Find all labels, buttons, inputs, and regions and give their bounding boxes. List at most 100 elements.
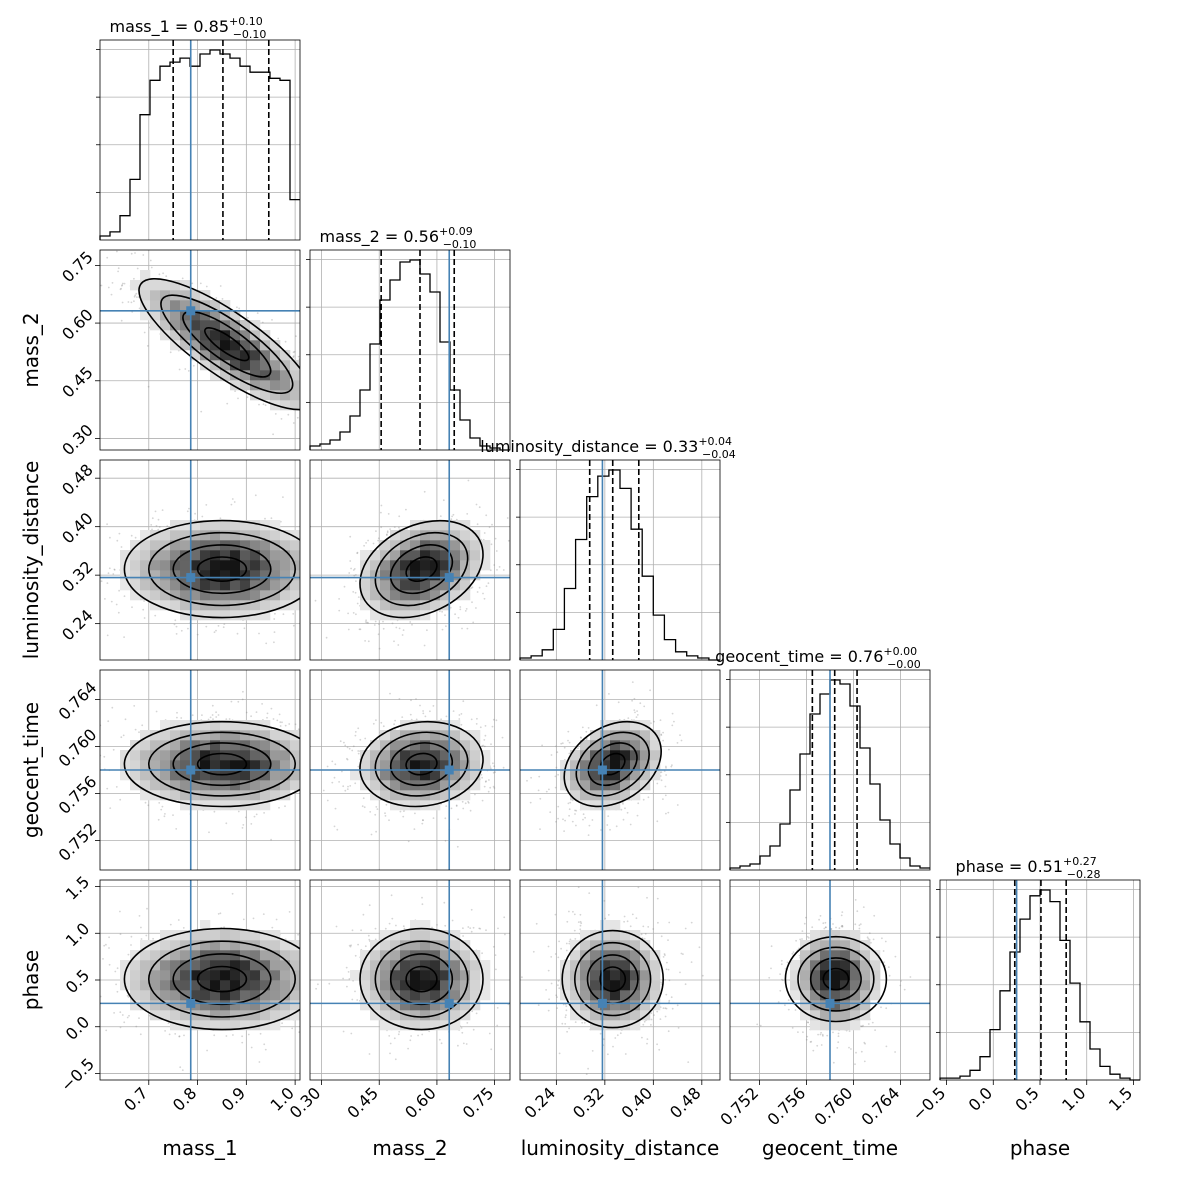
scatter-point (587, 834, 590, 836)
density-bin (190, 600, 201, 611)
density-bin (390, 580, 401, 591)
scatter-point (382, 627, 385, 630)
density-bin (160, 750, 171, 761)
density-bin (400, 740, 411, 751)
scatter-point (113, 569, 116, 571)
scatter-point (212, 718, 214, 720)
scatter-point (302, 725, 304, 727)
scatter-point (386, 531, 389, 534)
density-bin (390, 760, 401, 771)
scatter-point (306, 724, 308, 726)
density-bin (170, 560, 181, 571)
scatter-point (263, 812, 265, 814)
scatter-point (679, 734, 681, 736)
scatter-point (316, 572, 318, 574)
density-bin (220, 570, 231, 581)
scatter-point (242, 690, 244, 693)
density-bin (290, 750, 300, 761)
contours (359, 720, 484, 808)
scatter-point (134, 252, 136, 254)
scatter-point (409, 621, 412, 623)
scatter-point (278, 713, 281, 716)
density-bin (390, 740, 401, 751)
contour-level (389, 742, 454, 787)
density-bin (360, 550, 371, 561)
scatter-point (323, 561, 325, 563)
density-bin (240, 330, 251, 341)
scatter-point (106, 634, 109, 637)
density-bin (410, 530, 421, 541)
scatter-point (384, 815, 387, 817)
scatter-point (467, 800, 469, 803)
scatter-point (577, 747, 579, 750)
density-bins (360, 520, 491, 621)
scatter-point (292, 356, 295, 359)
scatter-point (373, 624, 376, 626)
scatter-point (305, 573, 307, 575)
scatter-point (116, 539, 119, 542)
scatter-point (355, 574, 357, 576)
density-bin (620, 770, 631, 781)
contour-level (374, 531, 469, 607)
scatter-point (643, 705, 646, 708)
scatter-point (78, 541, 80, 543)
density-bin (200, 340, 211, 351)
scatter-point (432, 817, 435, 819)
contour-level (204, 327, 250, 362)
scatter-point (151, 517, 154, 520)
density-bin (410, 570, 421, 581)
density-bin (600, 740, 611, 751)
density-bin (390, 780, 401, 791)
density-bin (620, 720, 631, 731)
scatter-point (494, 771, 496, 774)
scatter-point (359, 738, 362, 741)
density-bin (120, 770, 131, 781)
scatter-point (117, 270, 119, 273)
scatter-point (318, 741, 320, 743)
scatter-point (295, 335, 297, 338)
scatter-point (155, 710, 158, 713)
density-bin (470, 780, 481, 791)
density-bin (250, 590, 261, 601)
scatter-point (191, 714, 194, 717)
density-bin (200, 720, 211, 731)
density-bin (150, 530, 161, 541)
scatter-point (237, 810, 240, 813)
scatter-point (358, 628, 361, 631)
scatter-point (266, 712, 269, 715)
density-bin (170, 320, 181, 331)
scatter-point (264, 404, 267, 407)
scatter-point (475, 607, 477, 609)
scatter-point (219, 517, 222, 520)
scatter-point (262, 403, 265, 406)
scatter-point (312, 420, 314, 422)
density-bin (200, 730, 211, 741)
scatter-point (513, 569, 515, 571)
scatter-point (375, 806, 378, 808)
scatter-point (568, 752, 571, 755)
contour-level (172, 544, 272, 595)
contours (563, 720, 662, 808)
scatter-point (307, 398, 309, 400)
density-bin (250, 360, 261, 371)
contour-level (148, 531, 296, 607)
scatter-point (376, 808, 379, 810)
scatter-point (385, 803, 388, 806)
scatter-point (325, 568, 327, 570)
scatter-point (296, 416, 299, 419)
scatter-point (90, 541, 92, 543)
density-bin (450, 740, 461, 751)
scatter-point (482, 744, 484, 747)
scatter-point (660, 779, 663, 782)
density-bin (150, 290, 161, 301)
density-bin (170, 580, 181, 591)
scatter-point (569, 801, 572, 804)
density-bin (600, 800, 611, 811)
scatter-point (107, 720, 110, 723)
scatter-point (579, 736, 582, 739)
scatter-point (213, 631, 216, 634)
density-bin (170, 770, 181, 781)
scatter-point (323, 399, 325, 401)
scatter-point (564, 819, 566, 822)
scatter-point (419, 704, 421, 707)
